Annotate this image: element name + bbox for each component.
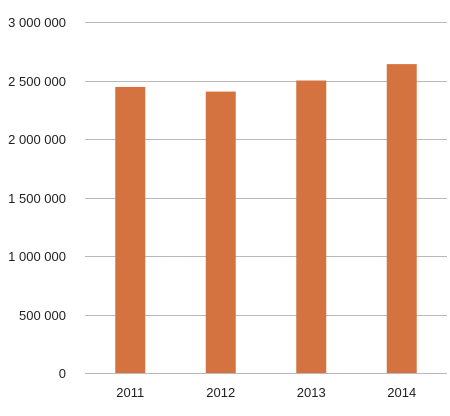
x-tick-label: 2012 [206, 385, 235, 400]
bar-2012 [205, 91, 236, 374]
bar-2013 [296, 80, 327, 373]
y-tick-label: 0 [59, 366, 66, 381]
y-tick-label: 2 500 000 [8, 74, 66, 89]
x-tick-label: 2014 [387, 385, 416, 400]
y-tick-label: 1 500 000 [8, 191, 66, 206]
y-axis-tick-labels: 0 500 000 1 000 000 1 500 000 2 000 000 2 500… [8, 15, 66, 381]
bar-2011 [115, 86, 146, 373]
x-axis-tick-labels: 2011 2012 2013 2014 [116, 385, 416, 400]
x-tick-label: 2013 [297, 385, 326, 400]
y-tick-label: 500 000 [19, 308, 66, 323]
x-tick-label: 2011 [116, 385, 144, 400]
y-tick-label: 1 000 000 [8, 249, 66, 264]
y-tick-label: 2 000 000 [8, 132, 66, 147]
gridlines [85, 22, 447, 374]
y-tick-label: 3 000 000 [8, 15, 66, 30]
bar-2014 [386, 64, 417, 374]
bars [115, 64, 417, 374]
